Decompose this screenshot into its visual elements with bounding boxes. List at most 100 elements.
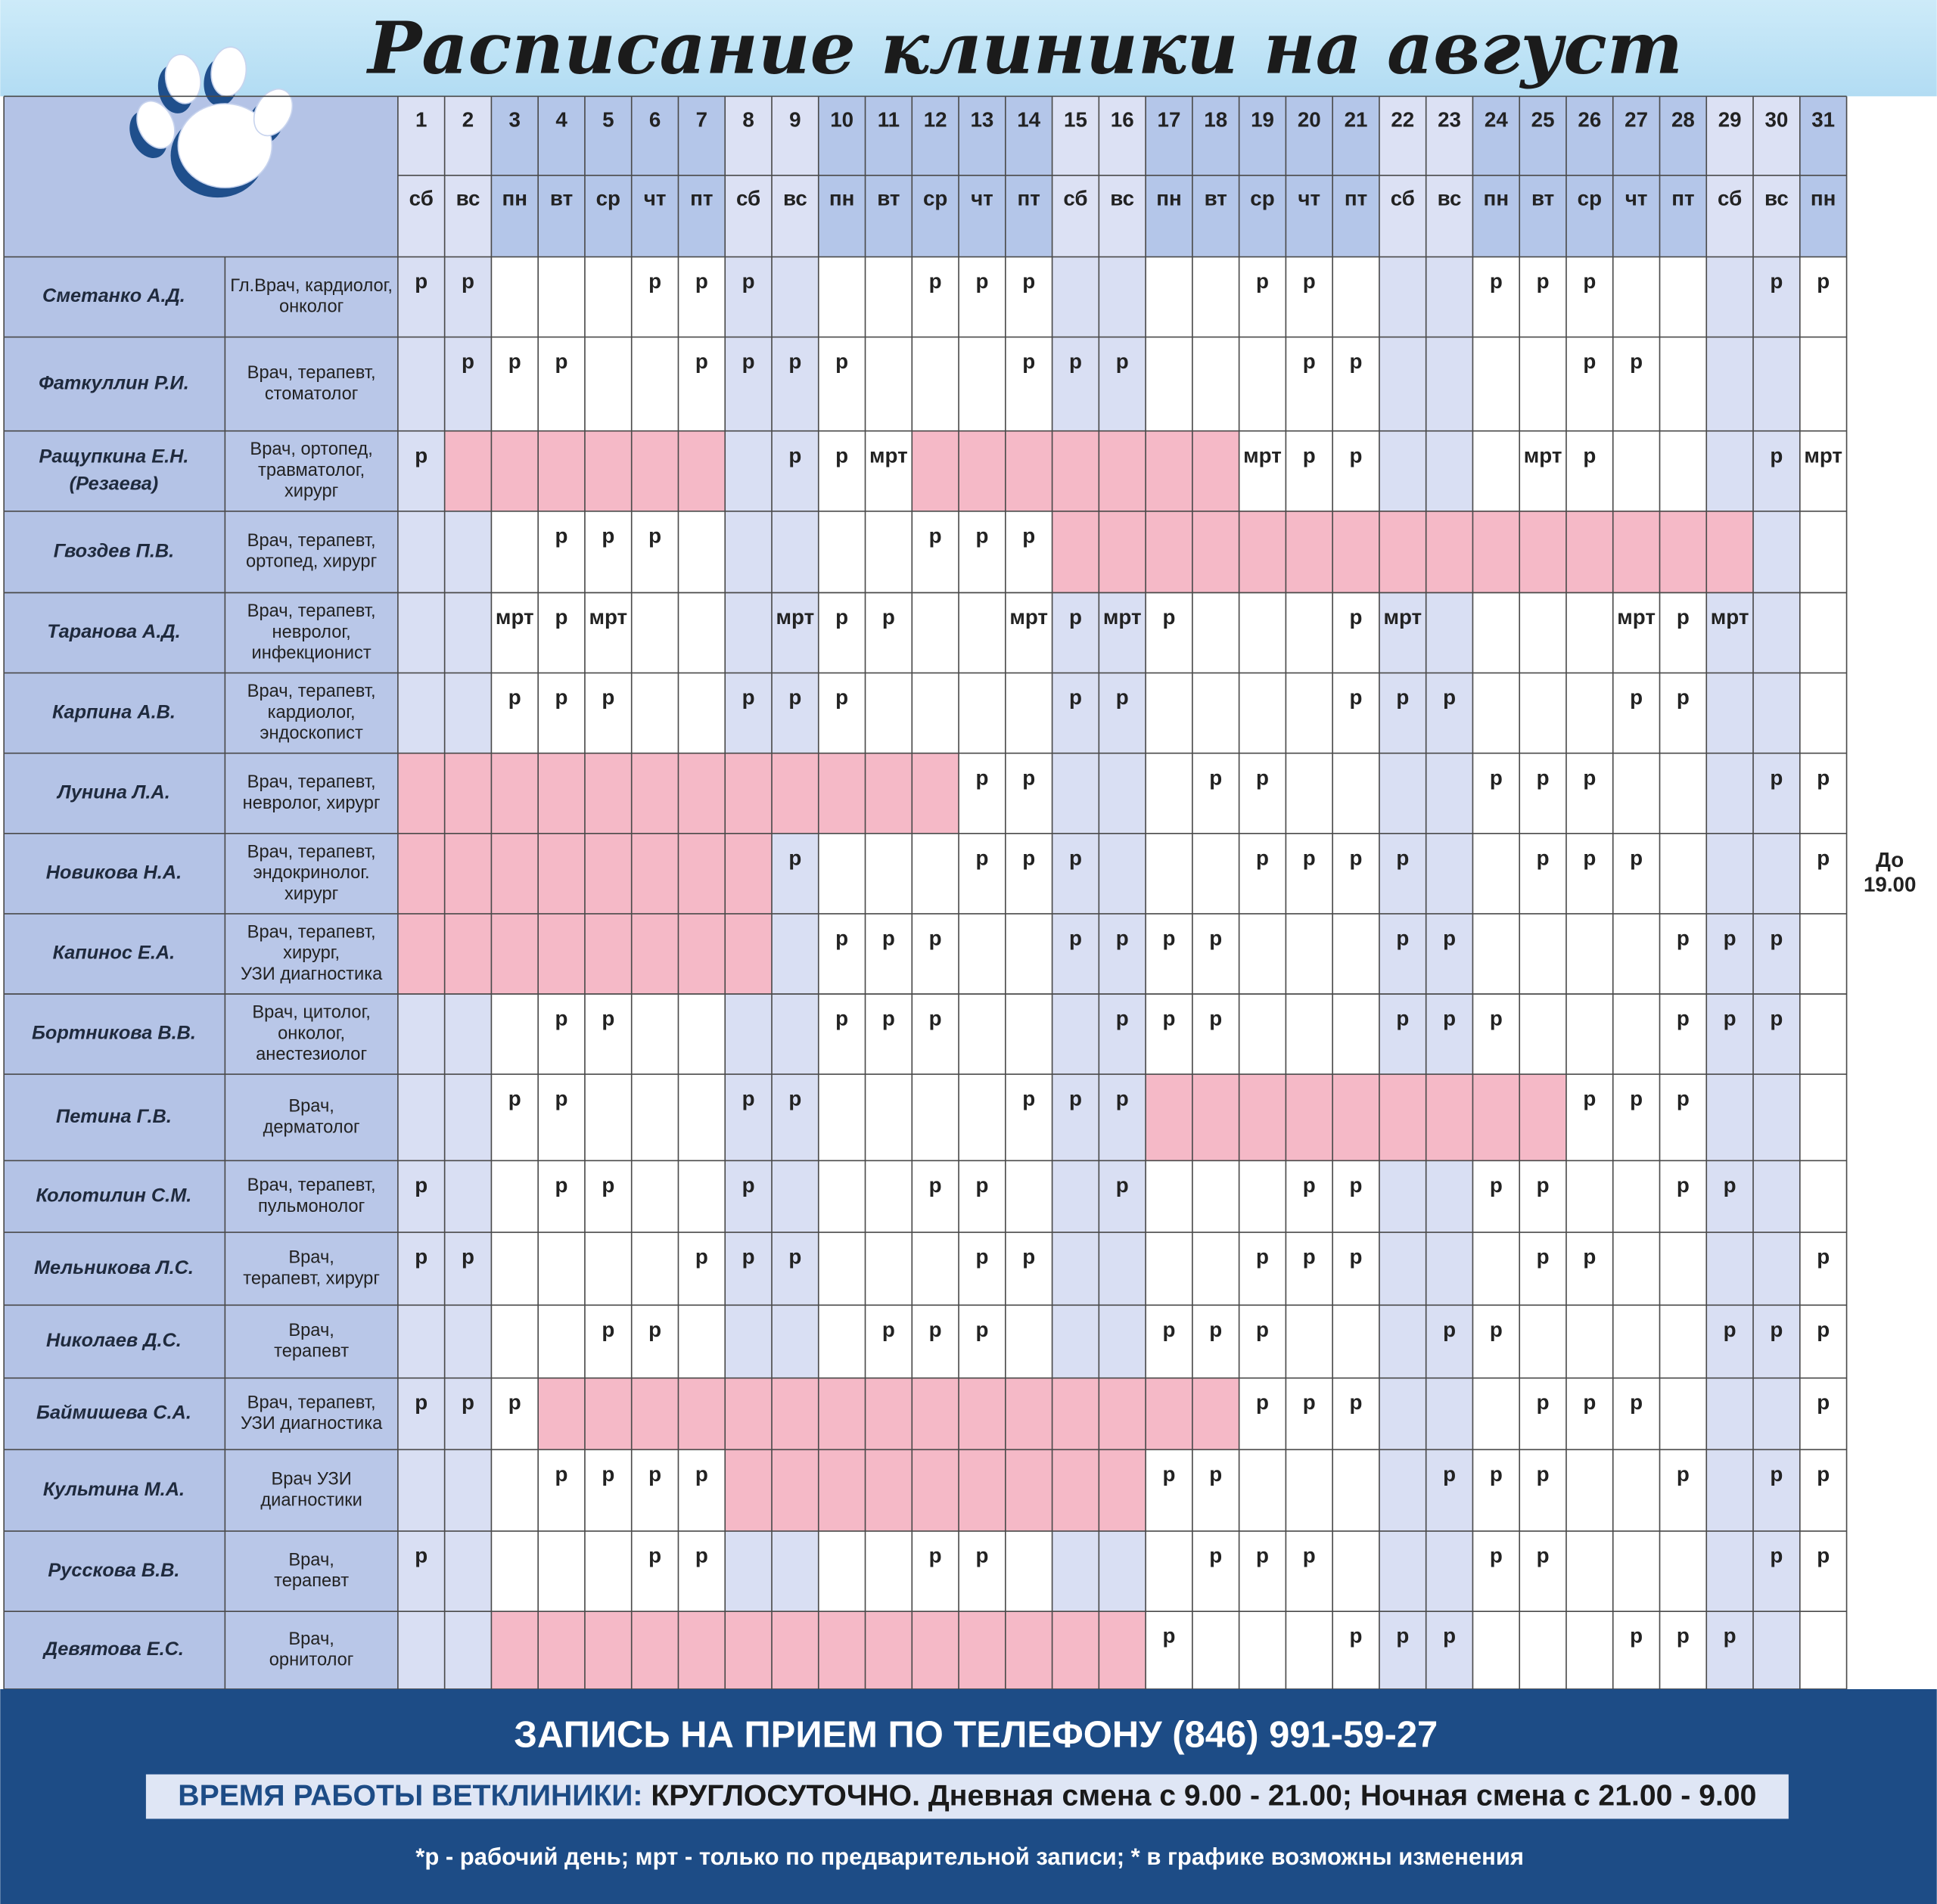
shift-mark: р xyxy=(1396,846,1409,869)
day-cell xyxy=(1753,511,1800,593)
weekday: вт xyxy=(550,187,573,210)
doctor-name: Петина Г.В. xyxy=(56,1106,172,1127)
doctor-name: Гвоздев П.В. xyxy=(54,540,174,561)
day-header xyxy=(771,96,819,257)
shift-mark: р xyxy=(648,523,661,547)
day-cell xyxy=(1612,592,1660,673)
day-cell xyxy=(912,833,959,914)
weekday: пт xyxy=(1671,187,1694,210)
day-cell xyxy=(491,1160,539,1233)
shift-mark: р xyxy=(695,1544,708,1567)
shift-mark: р xyxy=(555,1007,568,1030)
day-cell xyxy=(1052,256,1099,337)
day-cell xyxy=(1005,1160,1052,1233)
day-cell xyxy=(584,1074,632,1161)
day-cell xyxy=(1799,592,1847,673)
day-cell xyxy=(818,993,866,1075)
day-cell xyxy=(1799,913,1847,994)
day-header xyxy=(1472,96,1520,257)
day-cell xyxy=(631,993,679,1075)
shift-mark: р xyxy=(788,685,801,709)
shift-mark: р xyxy=(742,1087,755,1110)
day-header xyxy=(1659,96,1707,257)
day-cell xyxy=(1286,913,1333,994)
day-cell xyxy=(959,1074,1006,1161)
day-cell xyxy=(1612,1160,1660,1233)
day-cell xyxy=(1565,337,1613,431)
day-cell xyxy=(818,430,866,511)
day-cell xyxy=(1706,1232,1754,1306)
day-cell xyxy=(584,1232,632,1306)
shift-mark: р xyxy=(1022,766,1035,789)
shift-mark: р xyxy=(1350,605,1363,629)
shift-mark: р xyxy=(602,1173,614,1197)
day-cell xyxy=(678,993,726,1075)
shift-mark: р xyxy=(1116,685,1129,709)
day-cell xyxy=(1286,993,1333,1075)
day-cell xyxy=(1472,1531,1520,1612)
day-cell xyxy=(865,1531,913,1612)
day-cell xyxy=(678,1074,726,1161)
shift-mark: р xyxy=(1630,846,1643,869)
day-number: 10 xyxy=(830,107,853,131)
day-cell xyxy=(491,592,539,673)
day-header xyxy=(1052,96,1099,257)
doctor-role: УЗИ диагностика xyxy=(241,1414,383,1433)
doctor-role: Врач, xyxy=(288,1550,334,1570)
shift-mark: р xyxy=(1116,349,1129,373)
day-cell xyxy=(1426,337,1473,431)
day-header xyxy=(397,96,445,257)
hours-box xyxy=(145,1774,1789,1819)
doctor-role: травматолог, xyxy=(258,461,365,480)
day-cell xyxy=(1192,1232,1239,1306)
day-cell xyxy=(397,592,445,673)
day-cell xyxy=(1612,1611,1660,1689)
day-cell xyxy=(1379,753,1426,834)
day-header xyxy=(538,96,585,257)
day-cell xyxy=(397,337,445,431)
weekday: сб xyxy=(1063,187,1087,210)
day-cell xyxy=(1565,1611,1613,1689)
day-cell xyxy=(1472,430,1520,511)
shift-mark: р xyxy=(1770,1544,1783,1567)
day-header xyxy=(1379,96,1426,257)
day-cell xyxy=(1799,1160,1847,1233)
day-cell xyxy=(1099,1531,1146,1612)
day-header xyxy=(1005,96,1052,257)
day-header xyxy=(865,96,913,257)
day-header xyxy=(1706,96,1754,257)
doctor-role: терапевт xyxy=(274,1571,349,1591)
day-cell xyxy=(584,337,632,431)
day-cell xyxy=(1379,672,1426,753)
day-cell xyxy=(1192,833,1239,914)
shift-mark: р xyxy=(1069,846,1082,869)
shift-mark: р xyxy=(835,927,848,950)
day-cell xyxy=(1379,256,1426,337)
role-cell xyxy=(225,1378,398,1450)
day-cell xyxy=(444,993,492,1075)
doctor-name: Ращупкина Е.Н. xyxy=(39,446,188,467)
day-cell xyxy=(1239,337,1286,431)
day-cell xyxy=(1286,337,1333,431)
day-cell xyxy=(1612,337,1660,431)
day-cell xyxy=(1192,993,1239,1075)
day-cell xyxy=(1379,1232,1426,1306)
day-cell xyxy=(1659,1232,1707,1306)
day-cell xyxy=(1659,1531,1707,1612)
name-cell xyxy=(4,511,225,593)
shift-mark: р xyxy=(555,349,568,373)
day-cell xyxy=(1659,1611,1707,1689)
day-cell xyxy=(1005,913,1052,994)
day-cell xyxy=(1659,913,1707,994)
shift-mark: р xyxy=(695,1462,708,1486)
day-number: 22 xyxy=(1391,107,1414,131)
shift-mark: р xyxy=(1443,685,1456,709)
day-cell xyxy=(865,1232,913,1306)
day-cell xyxy=(444,592,492,673)
day-header xyxy=(1239,96,1286,257)
day-cell xyxy=(1192,1449,1239,1532)
day-cell xyxy=(1426,1305,1473,1378)
day-cell xyxy=(631,511,679,593)
day-cell xyxy=(491,672,539,753)
shift-mark: р xyxy=(1677,1173,1690,1197)
